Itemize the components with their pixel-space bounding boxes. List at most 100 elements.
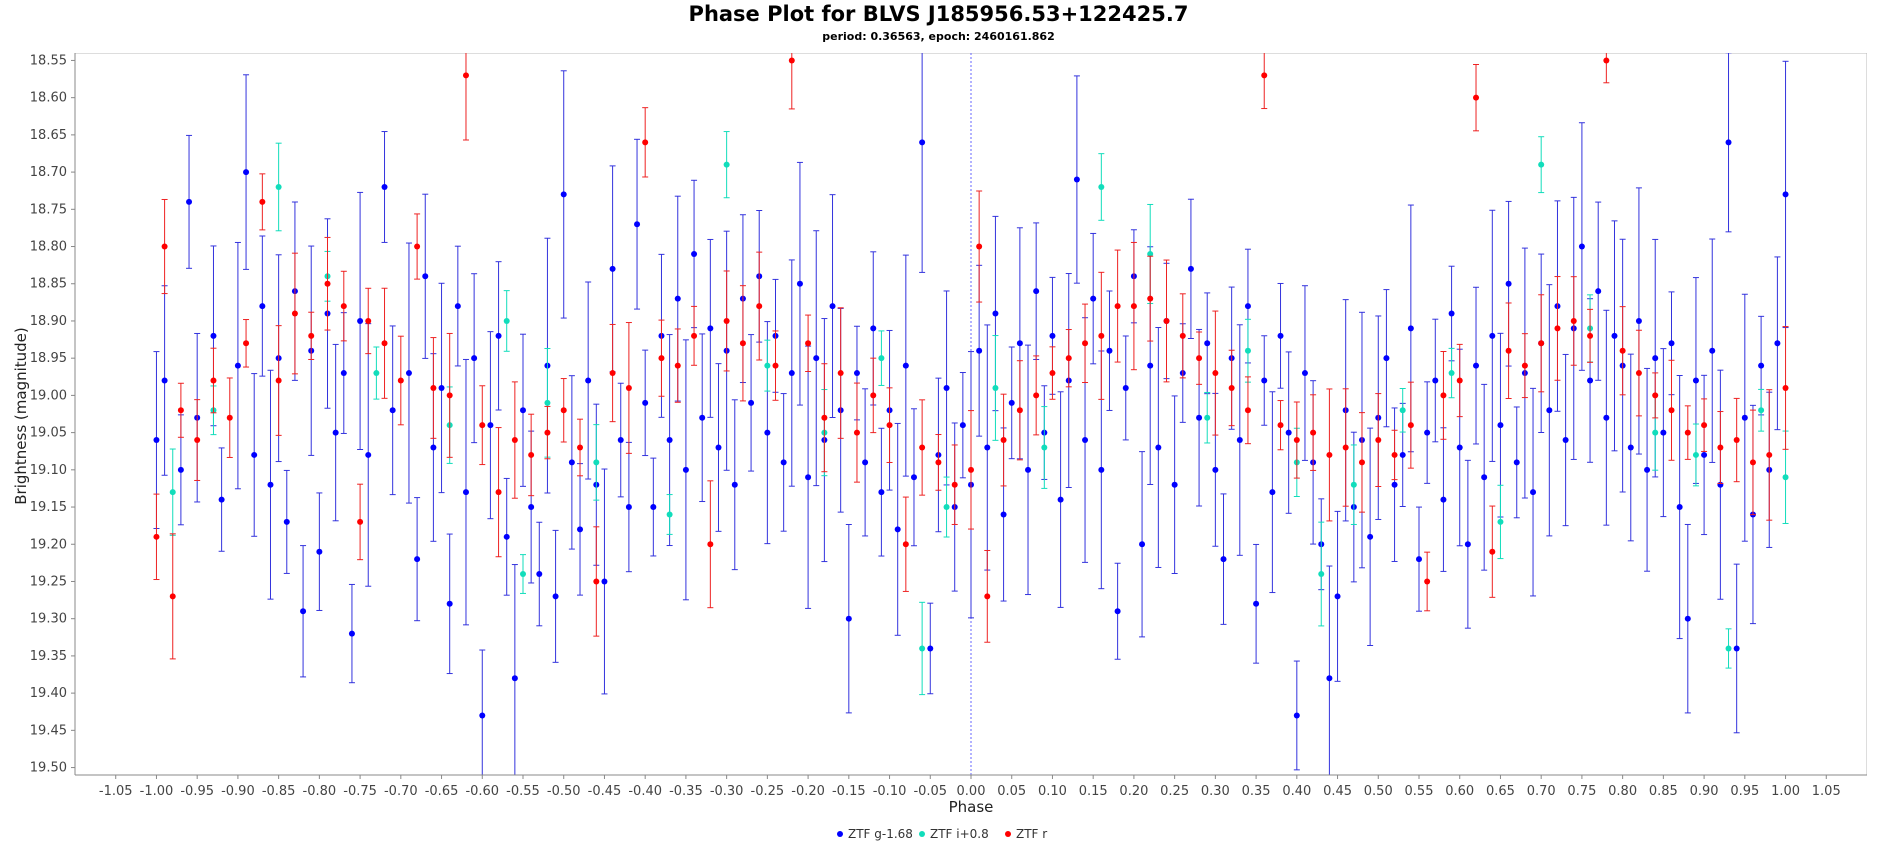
x-tick-label: 0.20 [1119, 784, 1148, 799]
data-point [340, 303, 347, 310]
x-tick-label: 0.75 [1567, 784, 1596, 799]
data-point [1016, 340, 1023, 347]
data-point [609, 370, 616, 377]
legend-label: ZTF g-1.68 [848, 827, 913, 841]
x-tick-label: 0.00 [957, 784, 986, 799]
data-point [210, 377, 217, 384]
data-point [405, 370, 412, 377]
data-point [1049, 332, 1056, 339]
data-point [1082, 437, 1089, 444]
data-point [528, 504, 535, 511]
data-point [511, 675, 518, 682]
data-point [1505, 280, 1512, 287]
data-point [503, 317, 510, 324]
data-point [1098, 332, 1105, 339]
data-point [1122, 384, 1129, 391]
x-tick-label: 0.80 [1608, 784, 1637, 799]
x-tick-label: -0.60 [465, 784, 499, 799]
data-point [1684, 429, 1691, 436]
data-point [805, 340, 812, 347]
data-point [495, 489, 502, 496]
data-point [316, 548, 323, 555]
data-point [544, 399, 551, 406]
data-point [161, 243, 168, 250]
x-tick-label: 0.15 [1079, 784, 1108, 799]
data-point [177, 466, 184, 473]
data-point [1701, 451, 1708, 458]
data-point [1725, 139, 1732, 146]
data-point [1782, 474, 1789, 481]
data-point [1766, 451, 1773, 458]
data-point [951, 481, 958, 488]
y-tick-label: 19.35 [30, 649, 67, 664]
data-point [1000, 511, 1007, 518]
y-tick-label: 19.30 [30, 612, 67, 627]
x-tick-label: -0.80 [303, 784, 337, 799]
data-point [1334, 593, 1341, 600]
data-point [837, 370, 844, 377]
y-tick-label: 18.65 [30, 128, 67, 143]
y-tick-label: 19.25 [30, 574, 67, 589]
data-point [1538, 161, 1545, 168]
data-point [1473, 94, 1480, 101]
series-2 [153, 53, 1789, 660]
data-point [1432, 377, 1439, 384]
data-point [1114, 608, 1121, 615]
legend-label: ZTF r [1016, 827, 1047, 841]
data-point [1603, 414, 1610, 421]
data-point [1008, 399, 1015, 406]
data-point [1684, 615, 1691, 622]
data-point [291, 310, 298, 317]
x-tick-label: 0.50 [1364, 784, 1393, 799]
data-point [992, 310, 999, 317]
data-point [1033, 392, 1040, 399]
data-point [1709, 347, 1716, 354]
data-point [1098, 466, 1105, 473]
data-point [1285, 429, 1292, 436]
data-point [1261, 72, 1268, 79]
data-point [919, 139, 926, 146]
data-point [1179, 332, 1186, 339]
x-tick-label: -0.25 [751, 784, 785, 799]
data-point [340, 370, 347, 377]
data-point [1196, 355, 1203, 362]
data-point [577, 526, 584, 533]
data-point [462, 72, 469, 79]
data-point [226, 414, 233, 421]
data-point [1326, 675, 1333, 682]
data-point [870, 325, 877, 332]
data-point [1244, 347, 1251, 354]
data-point [927, 645, 934, 652]
data-point [1399, 407, 1406, 414]
data-point [275, 183, 282, 190]
data-point [430, 444, 437, 451]
data-point [430, 384, 437, 391]
data-point [658, 355, 665, 362]
x-tick-label: -1.00 [140, 784, 174, 799]
data-point [788, 57, 795, 64]
data-point [788, 370, 795, 377]
data-point [267, 481, 274, 488]
data-point [1147, 362, 1154, 369]
data-point [177, 407, 184, 414]
data-point [1399, 451, 1406, 458]
data-point [536, 571, 543, 578]
data-point [1505, 347, 1512, 354]
data-point [577, 444, 584, 451]
data-point [666, 511, 673, 518]
x-tick-label: 0.95 [1730, 784, 1759, 799]
x-tick-label: -0.65 [425, 784, 459, 799]
x-tick-label: 0.30 [1201, 784, 1230, 799]
y-tick-label: 19.40 [30, 686, 67, 701]
data-point [365, 451, 372, 458]
data-point [1041, 444, 1048, 451]
data-point [438, 384, 445, 391]
data-point [805, 474, 812, 481]
data-point [829, 303, 836, 310]
data-point [1416, 556, 1422, 563]
data-point [1098, 183, 1105, 190]
x-tick-label: 0.25 [1160, 784, 1189, 799]
data-point [1277, 332, 1284, 339]
data-point [691, 332, 698, 339]
x-axis: -1.05 -1.00 -0.95 -0.90 -0.85 -0.80 -0.75 -0.70… [75, 774, 1867, 799]
